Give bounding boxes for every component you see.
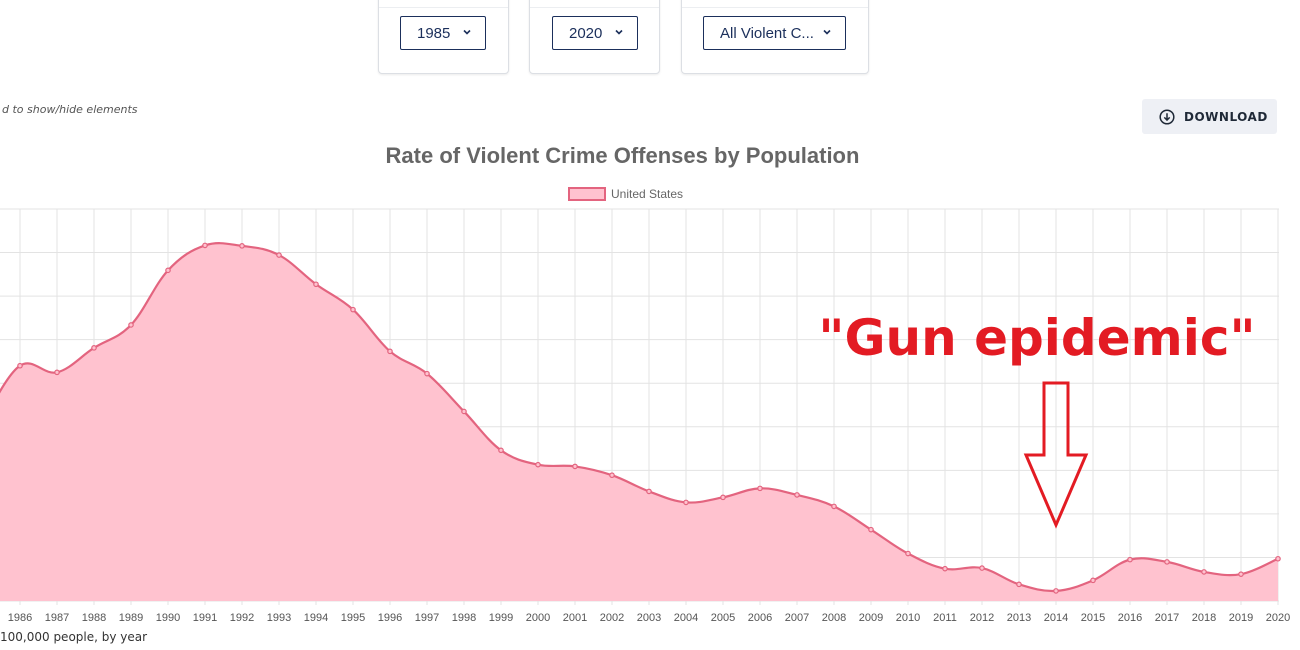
data-point-2015[interactable] bbox=[1090, 577, 1096, 584]
x-tick-label-1997: 1997 bbox=[415, 612, 439, 624]
x-tick-label-2011: 2011 bbox=[933, 612, 957, 624]
card-divider bbox=[530, 7, 659, 8]
data-point-2013[interactable] bbox=[1016, 581, 1022, 588]
data-point-2005[interactable] bbox=[720, 494, 726, 501]
chart-title: Rate of Violent Crime Offenses by Popula… bbox=[385, 143, 860, 168]
data-point-2018[interactable] bbox=[1201, 569, 1207, 575]
data-point-1986[interactable] bbox=[17, 362, 23, 369]
x-tick-label-1994: 1994 bbox=[304, 612, 328, 624]
x-tick-label-2008: 2008 bbox=[822, 612, 846, 624]
card-divider bbox=[682, 7, 868, 8]
chevron-down-icon bbox=[463, 29, 471, 35]
x-tick-label-2006: 2006 bbox=[748, 612, 772, 624]
annotation-text: "Gun epidemic" bbox=[818, 309, 1255, 367]
data-point-2003[interactable] bbox=[646, 488, 652, 495]
data-point-2011[interactable] bbox=[942, 565, 948, 572]
offense-select[interactable]: All Violent C... bbox=[703, 16, 846, 50]
start-year-card: 1985 bbox=[378, 0, 509, 74]
x-tick-label-2018: 2018 bbox=[1192, 612, 1216, 624]
data-point-2006[interactable] bbox=[757, 485, 763, 492]
x-tick-label-2013: 2013 bbox=[1007, 612, 1031, 624]
legend-hint-text: d to show/hide elements bbox=[2, 103, 138, 116]
end-year-select[interactable]: 2020 bbox=[552, 16, 638, 50]
data-point-1996[interactable] bbox=[387, 348, 393, 355]
data-point-2019[interactable] bbox=[1238, 571, 1244, 577]
x-tick-label-2002: 2002 bbox=[600, 612, 624, 624]
start-year-value: 1985 bbox=[417, 24, 451, 42]
data-point-2014[interactable] bbox=[1053, 588, 1059, 594]
data-point-2001[interactable] bbox=[572, 463, 578, 470]
x-tick-label-2014: 2014 bbox=[1044, 612, 1068, 624]
x-tick-label-1986: 1986 bbox=[8, 612, 32, 624]
data-point-2004[interactable] bbox=[683, 499, 689, 506]
legend-swatch bbox=[568, 187, 606, 201]
chevron-down-icon bbox=[823, 29, 831, 35]
annotation-arrow-icon bbox=[1023, 381, 1089, 529]
x-tick-label-2000: 2000 bbox=[526, 612, 550, 624]
x-tick-label-2003: 2003 bbox=[637, 612, 661, 624]
card-divider bbox=[379, 7, 508, 8]
data-point-2000[interactable] bbox=[535, 461, 541, 468]
legend-label-united-states: United States bbox=[611, 187, 683, 201]
data-point-1990[interactable] bbox=[165, 267, 171, 274]
download-label: DOWNLOAD bbox=[1184, 109, 1268, 124]
download-button[interactable]: DOWNLOAD bbox=[1142, 99, 1277, 134]
x-tick-label-2010: 2010 bbox=[896, 612, 920, 624]
data-point-2007[interactable] bbox=[794, 492, 800, 498]
axis-footer-label: 100,000 people, by year bbox=[0, 630, 147, 644]
x-tick-label-1988: 1988 bbox=[82, 612, 106, 624]
data-point-1988[interactable] bbox=[91, 345, 97, 351]
chevron-down-icon bbox=[615, 29, 623, 35]
x-tick-label-1995: 1995 bbox=[341, 612, 365, 624]
x-tick-label-2016: 2016 bbox=[1118, 612, 1142, 624]
x-tick-label-2005: 2005 bbox=[711, 612, 735, 624]
data-point-2009[interactable] bbox=[868, 526, 874, 533]
data-point-1991[interactable] bbox=[202, 242, 208, 249]
x-tick-label-2015: 2015 bbox=[1081, 612, 1105, 624]
x-tick-label-1996: 1996 bbox=[378, 612, 402, 624]
x-tick-label-2019: 2019 bbox=[1229, 612, 1253, 624]
data-point-2008[interactable] bbox=[831, 503, 837, 510]
data-point-1992[interactable] bbox=[239, 243, 245, 249]
offense-value: All Violent C... bbox=[720, 24, 814, 42]
x-tick-label-1992: 1992 bbox=[230, 612, 254, 624]
data-point-2016[interactable] bbox=[1127, 556, 1133, 563]
x-tick-label-2020: 2020 bbox=[1266, 612, 1290, 624]
data-point-1994[interactable] bbox=[313, 281, 319, 288]
data-point-1989[interactable] bbox=[128, 322, 134, 328]
x-tick-label-2001: 2001 bbox=[563, 612, 587, 624]
download-icon bbox=[1159, 108, 1175, 125]
x-tick-label-2017: 2017 bbox=[1155, 612, 1179, 624]
x-tick-label-1990: 1990 bbox=[156, 612, 180, 624]
offense-card: All Violent C... bbox=[681, 0, 869, 74]
data-point-1987[interactable] bbox=[54, 369, 60, 376]
area-fill-united-states bbox=[0, 243, 1278, 601]
start-year-select[interactable]: 1985 bbox=[400, 16, 486, 50]
x-tick-label-1987: 1987 bbox=[45, 612, 69, 624]
data-point-2012[interactable] bbox=[979, 565, 985, 571]
x-tick-label-1998: 1998 bbox=[452, 612, 476, 624]
data-point-1998[interactable] bbox=[461, 408, 467, 415]
data-point-1993[interactable] bbox=[276, 252, 282, 258]
end-year-value: 2020 bbox=[569, 24, 603, 42]
data-point-1997[interactable] bbox=[424, 370, 430, 377]
x-tick-label-1991: 1991 bbox=[193, 612, 217, 624]
data-point-2017[interactable] bbox=[1164, 559, 1170, 565]
x-tick-label-1999: 1999 bbox=[489, 612, 513, 624]
data-point-1995[interactable] bbox=[350, 306, 356, 313]
data-point-2002[interactable] bbox=[609, 472, 615, 479]
data-point-1999[interactable] bbox=[498, 447, 504, 454]
data-point-2020[interactable] bbox=[1275, 555, 1281, 562]
x-tick-label-2004: 2004 bbox=[674, 612, 698, 624]
end-year-card: 2020 bbox=[529, 0, 660, 74]
x-tick-label-2009: 2009 bbox=[859, 612, 883, 624]
x-tick-label-1993: 1993 bbox=[267, 612, 291, 624]
data-point-2010[interactable] bbox=[905, 550, 911, 557]
x-tick-label-1989: 1989 bbox=[119, 612, 143, 624]
x-tick-label-2012: 2012 bbox=[970, 612, 994, 624]
x-tick-label-2007: 2007 bbox=[785, 612, 809, 624]
